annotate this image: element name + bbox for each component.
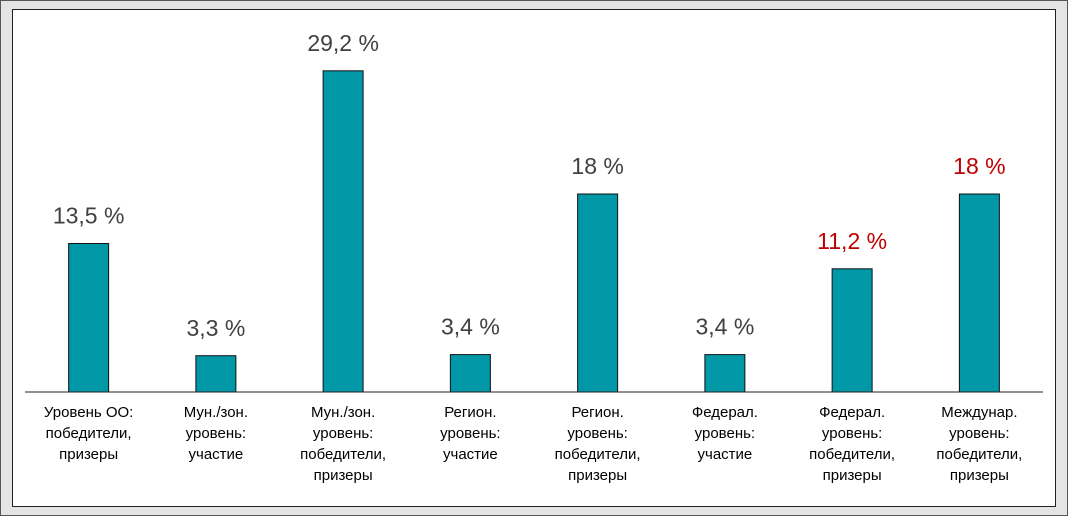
bar xyxy=(68,243,110,393)
x-tick-label: Мун./зон. xyxy=(311,404,375,421)
x-tick-label: уровень: xyxy=(313,425,373,442)
x-tick-label: Регион. xyxy=(571,404,623,421)
x-tick-label: Мун./зон. xyxy=(184,404,248,421)
x-tick-label: призеры xyxy=(314,467,373,484)
value-label: 18 % xyxy=(571,153,623,179)
x-tick-label: призеры xyxy=(950,467,1009,484)
x-tick-label: Уровень ОО: xyxy=(44,404,133,421)
bar xyxy=(195,355,237,393)
x-tick-label: победители, xyxy=(936,446,1022,463)
x-tick-label: Регион. xyxy=(444,404,496,421)
bar xyxy=(958,193,1000,393)
x-tick-label: участие xyxy=(189,446,244,463)
value-label: 3,3 % xyxy=(186,315,245,341)
x-tick-label: уровень: xyxy=(440,425,500,442)
bar xyxy=(704,354,746,393)
x-tick-label: Федерал. xyxy=(819,404,885,421)
bar xyxy=(449,354,491,393)
value-label: 3,4 % xyxy=(441,314,500,340)
x-tick-label: победители, xyxy=(555,446,641,463)
x-tick-label: победители, xyxy=(809,446,895,463)
x-tick-label: уровень: xyxy=(567,425,627,442)
x-tick-label: уровень: xyxy=(949,425,1009,442)
x-tick-label: уровень: xyxy=(695,425,755,442)
x-tick-label: победители, xyxy=(46,425,132,442)
x-tick-label: участие xyxy=(443,446,498,463)
value-label: 29,2 % xyxy=(307,30,379,56)
bar xyxy=(322,70,364,393)
value-label: 11,2 % xyxy=(817,228,887,254)
value-label: 18 % xyxy=(953,153,1005,179)
bar xyxy=(831,268,873,393)
x-tick-label: победители, xyxy=(300,446,386,463)
value-label: 3,4 % xyxy=(695,314,754,340)
x-tick-label: уровень: xyxy=(186,425,246,442)
x-tick-label: Федерал. xyxy=(692,404,758,421)
plot-frame xyxy=(12,9,1056,507)
bar xyxy=(577,193,619,393)
x-tick-label: призеры xyxy=(823,467,882,484)
x-tick-label: призеры xyxy=(568,467,627,484)
x-tick-label: Междунар. xyxy=(941,404,1017,421)
x-tick-label: уровень: xyxy=(822,425,882,442)
x-tick-label: призеры xyxy=(59,446,118,463)
x-tick-label: участие xyxy=(698,446,753,463)
value-label: 13,5 % xyxy=(53,203,125,229)
